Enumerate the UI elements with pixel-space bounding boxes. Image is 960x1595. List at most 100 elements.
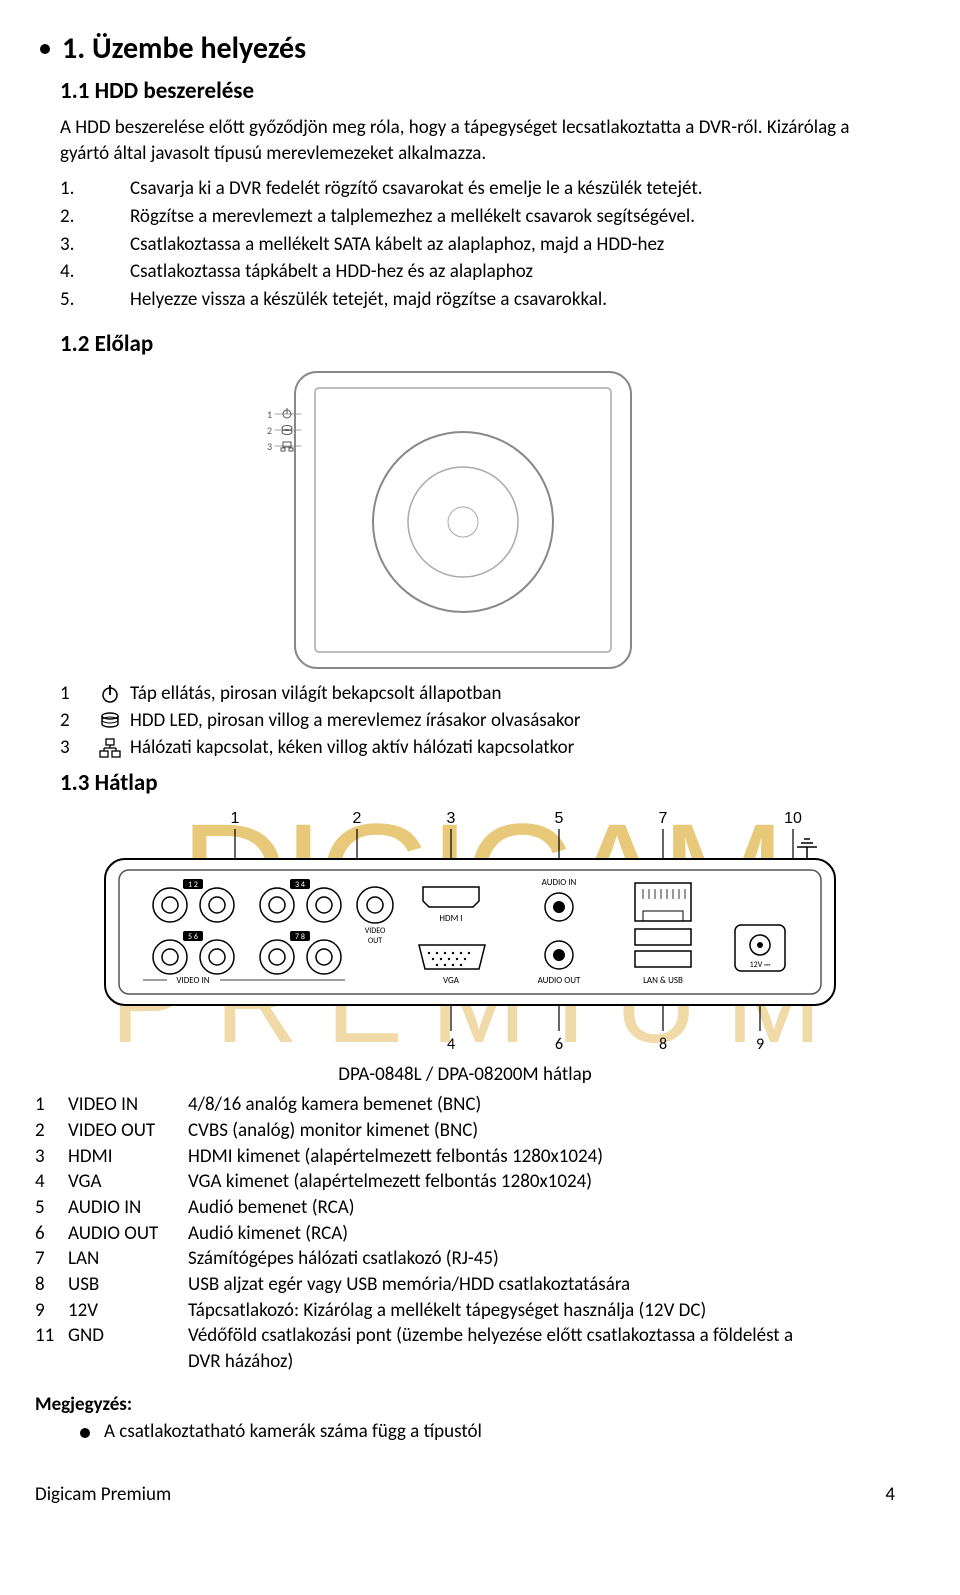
step-number: 5. xyxy=(60,287,130,313)
port-label: VGA xyxy=(68,1169,188,1195)
port-desc: Audió bemenet (RCA) xyxy=(188,1195,900,1221)
svg-text:2: 2 xyxy=(353,810,362,827)
rear-diagram-caption: DPA-0848L / DPA-08200M hátlap xyxy=(30,1063,900,1086)
bullet-icon xyxy=(80,1428,90,1438)
svg-text:3 4: 3 4 xyxy=(295,880,305,890)
rear-port-row-cont: DVR házához) xyxy=(35,1349,900,1375)
svg-text:9: 9 xyxy=(756,1035,764,1054)
front-label-3: 3 xyxy=(267,440,272,453)
footer-left: Digicam Premium xyxy=(35,1483,171,1506)
port-desc: Védőföld csatlakozási pont (üzembe helye… xyxy=(188,1323,900,1349)
note-item: A csatlakoztatható kamerák száma függ a … xyxy=(80,1420,900,1443)
hdd-icon xyxy=(90,710,130,732)
port-label: HDMI xyxy=(68,1144,188,1170)
rear-port-row: 1VIDEO IN4/8/16 analóg kamera bemenet (B… xyxy=(35,1092,900,1118)
port-number: 11 xyxy=(35,1323,68,1349)
svg-text:LAN & USB: LAN & USB xyxy=(643,975,683,986)
port-desc: Audió kimenet (RCA) xyxy=(188,1221,900,1247)
front-panel-diagram: 1 2 3 xyxy=(235,364,695,674)
step-number: 1. xyxy=(60,176,130,202)
section-1-2-heading: 1.2 Előlap xyxy=(60,330,900,358)
front-label-1: 1 xyxy=(267,408,272,421)
power-icon xyxy=(90,683,130,705)
bullet-icon xyxy=(40,44,50,54)
rear-port-row: 912VTápcsatlakozó: Kizárólag a mellékelt… xyxy=(35,1298,900,1324)
rear-port-row: 5AUDIO INAudió bemenet (RCA) xyxy=(35,1195,900,1221)
port-number: 9 xyxy=(35,1298,68,1324)
footer-page-number: 4 xyxy=(885,1483,895,1506)
section-1-heading: 1. Üzembe helyezés xyxy=(30,30,900,67)
legend-text: HDD LED, pirosan villog a merevlemez írá… xyxy=(130,709,900,732)
hdd-step: 5.Helyezze vissza a készülék tetejét, ma… xyxy=(60,287,900,313)
step-number: 4. xyxy=(60,259,130,285)
svg-text:AUDIO OUT: AUDIO OUT xyxy=(538,975,581,986)
section-1-1-intro: A HDD beszerelése előtt győződjön meg ró… xyxy=(60,115,900,166)
port-desc: CVBS (analóg) monitor kimenet (BNC) xyxy=(188,1118,900,1144)
svg-text:VIDEO IN: VIDEO IN xyxy=(176,975,209,986)
svg-text:10: 10 xyxy=(784,810,802,827)
svg-text:12V ⎓: 12V ⎓ xyxy=(750,960,771,970)
svg-text:8: 8 xyxy=(659,1035,667,1054)
step-text: Csatlakoztassa a mellékelt SATA kábelt a… xyxy=(130,232,664,258)
port-label: USB xyxy=(68,1272,188,1298)
page-footer: Digicam Premium 4 xyxy=(35,1483,895,1506)
port-label: VIDEO IN xyxy=(68,1092,188,1118)
hdd-step: 1.Csavarja ki a DVR fedelét rögzítő csav… xyxy=(60,176,900,202)
svg-text:VGA: VGA xyxy=(443,975,460,986)
h1-text: 1. Üzembe helyezés xyxy=(62,30,306,67)
port-label: AUDIO OUT xyxy=(68,1221,188,1247)
note-text: A csatlakoztatható kamerák száma függ a … xyxy=(104,1420,482,1443)
port-number: 5 xyxy=(35,1195,68,1221)
port-number: 6 xyxy=(35,1221,68,1247)
rear-port-row: 7LANSzámítógépes hálózati csatlakozó (RJ… xyxy=(35,1246,900,1272)
port-number: 8 xyxy=(35,1272,68,1298)
rear-port-row: 11GNDVédőföld csatlakozási pont (üzembe … xyxy=(35,1323,900,1349)
port-number: 7 xyxy=(35,1246,68,1272)
legend-text: Táp ellátás, pirosan világít bekapcsolt … xyxy=(130,682,900,705)
svg-text:1: 1 xyxy=(231,810,240,827)
front-legend-row: 2HDD LED, pirosan villog a merevlemez ír… xyxy=(60,709,900,732)
port-label: LAN xyxy=(68,1246,188,1272)
step-text: Rögzítse a merevlemezt a talplemezhez a … xyxy=(130,204,695,230)
svg-text:1 2: 1 2 xyxy=(188,880,198,890)
note-heading: Megjegyzés: xyxy=(35,1393,900,1416)
svg-text:5: 5 xyxy=(555,810,564,827)
svg-text:HDM I: HDM I xyxy=(439,913,462,924)
port-number: 3 xyxy=(35,1144,68,1170)
port-desc: USB aljzat egér vagy USB memória/HDD csa… xyxy=(188,1272,900,1298)
note-list: A csatlakoztatható kamerák száma függ a … xyxy=(30,1420,900,1443)
port-number: 2 xyxy=(35,1118,68,1144)
port-desc: VGA kimenet (alapértelmezett felbontás 1… xyxy=(188,1169,900,1195)
port-desc-cont: DVR házához) xyxy=(35,1349,900,1375)
rear-port-row: 8USBUSB aljzat egér vagy USB memória/HDD… xyxy=(35,1272,900,1298)
front-label-2: 2 xyxy=(267,424,272,437)
port-number: 1 xyxy=(35,1092,68,1118)
rear-panel-diagram: 1 2 3 5 7 10 1 2 3 4 5 6 7 8 VIDEO IN xyxy=(45,805,885,1055)
legend-number: 3 xyxy=(60,736,90,759)
svg-text:5 6: 5 6 xyxy=(188,932,198,942)
svg-text:7: 7 xyxy=(659,810,668,827)
rear-port-row: 2VIDEO OUTCVBS (analóg) monitor kimenet … xyxy=(35,1118,900,1144)
step-text: Csatlakoztassa tápkábelt a HDD-hez és az… xyxy=(130,259,533,285)
rear-port-row: 4VGAVGA kimenet (alapértelmezett felbont… xyxy=(35,1169,900,1195)
port-desc: 4/8/16 analóg kamera bemenet (BNC) xyxy=(188,1092,900,1118)
step-number: 2. xyxy=(60,204,130,230)
hdd-steps-list: 1.Csavarja ki a DVR fedelét rögzítő csav… xyxy=(60,176,900,312)
svg-text:6: 6 xyxy=(555,1035,563,1054)
rear-port-row: 3HDMIHDMI kimenet (alapértelmezett felbo… xyxy=(35,1144,900,1170)
svg-text:7 8: 7 8 xyxy=(295,932,305,942)
port-label: 12V xyxy=(68,1298,188,1324)
net-icon xyxy=(90,737,130,759)
section-1-3-heading: 1.3 Hátlap xyxy=(60,769,900,797)
rear-port-row: 6AUDIO OUTAudió kimenet (RCA) xyxy=(35,1221,900,1247)
svg-text:VIDEO: VIDEO xyxy=(365,926,386,936)
rear-ports-table: 1VIDEO IN4/8/16 analóg kamera bemenet (B… xyxy=(35,1092,900,1374)
front-legend-row: 1Táp ellátás, pirosan világít bekapcsolt… xyxy=(60,682,900,705)
port-desc: HDMI kimenet (alapértelmezett felbontás … xyxy=(188,1144,900,1170)
step-number: 3. xyxy=(60,232,130,258)
svg-text:AUDIO IN: AUDIO IN xyxy=(542,877,577,888)
svg-text:OUT: OUT xyxy=(368,936,382,946)
port-number: 4 xyxy=(35,1169,68,1195)
legend-text: Hálózati kapcsolat, kéken villog aktív h… xyxy=(130,736,900,759)
port-desc: Tápcsatlakozó: Kizárólag a mellékelt táp… xyxy=(188,1298,900,1324)
